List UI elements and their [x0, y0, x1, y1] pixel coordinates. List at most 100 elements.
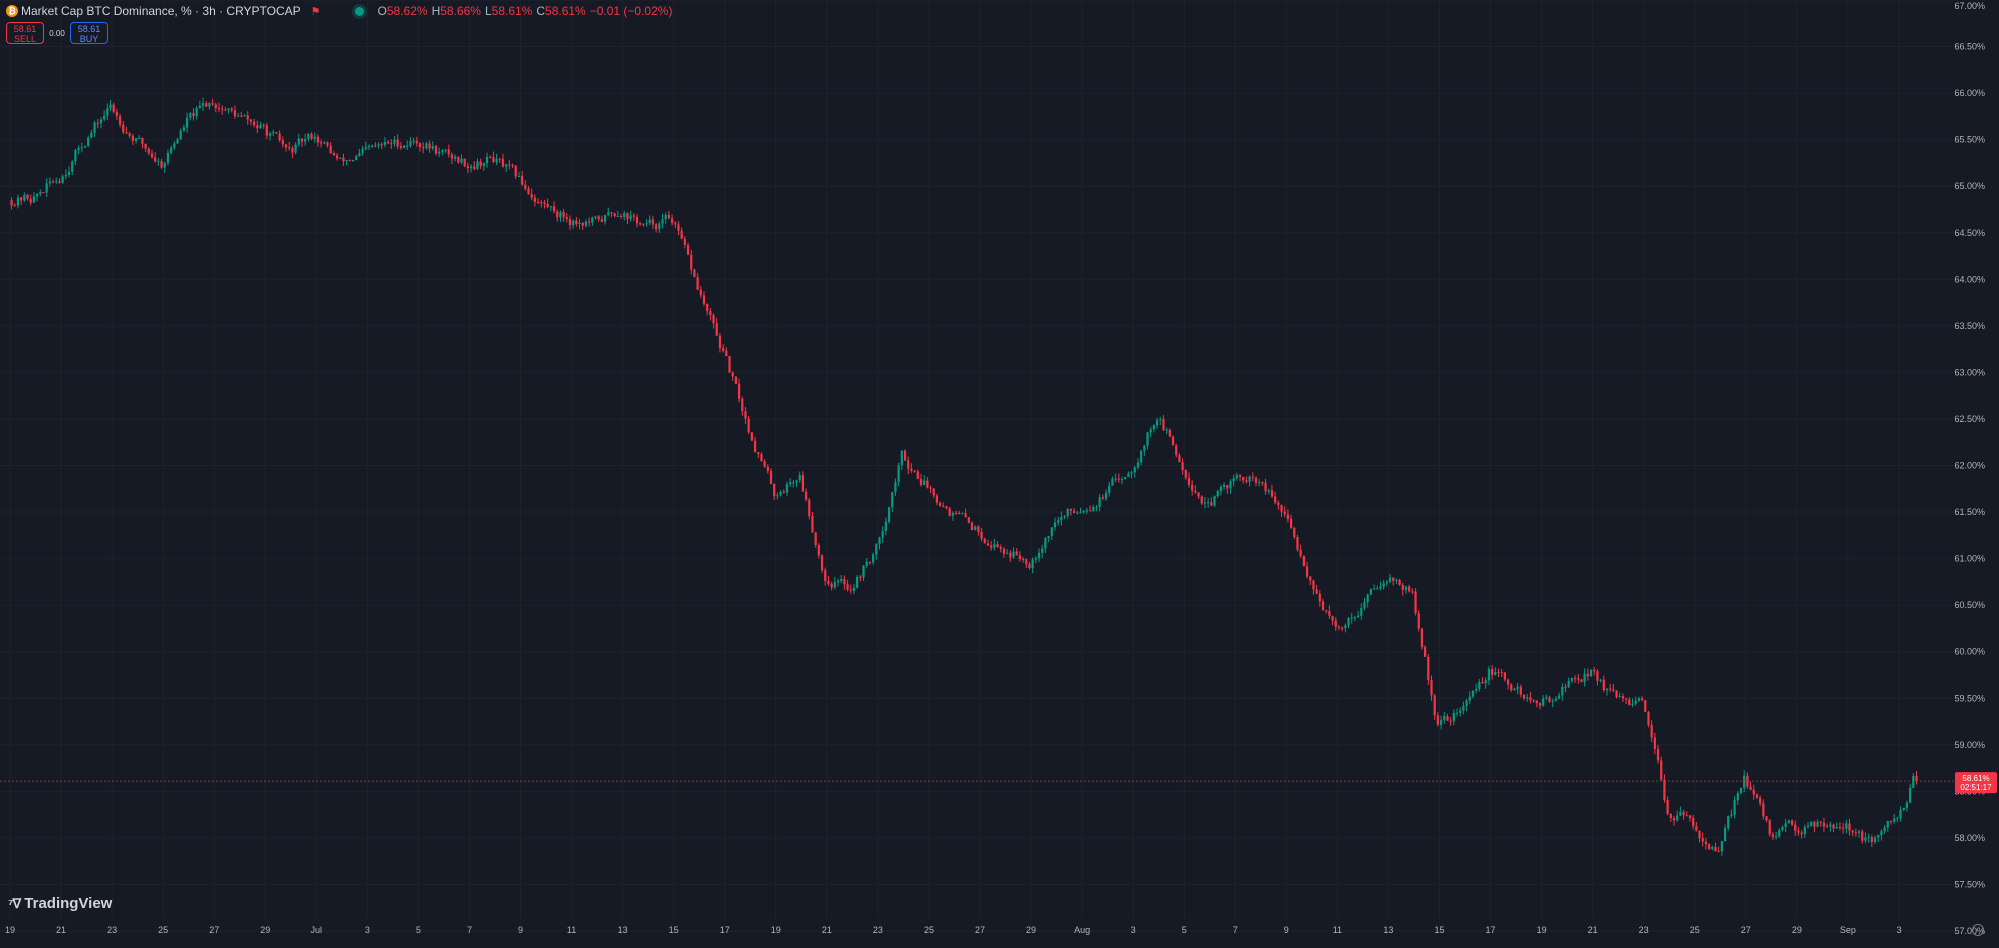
- candle-body[interactable]: [1028, 564, 1031, 568]
- candle-body[interactable]: [1746, 775, 1749, 787]
- candle-body[interactable]: [773, 483, 776, 497]
- candle-body[interactable]: [1519, 686, 1522, 695]
- candle-body[interactable]: [1382, 583, 1385, 587]
- candle-body[interactable]: [1516, 686, 1519, 689]
- candle-body[interactable]: [189, 113, 192, 118]
- candle-body[interactable]: [1810, 822, 1813, 826]
- candle-body[interactable]: [1344, 625, 1347, 629]
- candle-body[interactable]: [1462, 706, 1465, 711]
- candle-body[interactable]: [715, 323, 718, 336]
- candle-body[interactable]: [1376, 588, 1379, 590]
- candle-body[interactable]: [706, 303, 709, 312]
- candle-body[interactable]: [1797, 830, 1800, 833]
- candle-body[interactable]: [961, 513, 964, 515]
- candle-body[interactable]: [278, 133, 281, 141]
- candle-body[interactable]: [163, 162, 166, 168]
- candle-body[interactable]: [1634, 700, 1637, 704]
- candle-body[interactable]: [422, 146, 425, 149]
- candle-body[interactable]: [1580, 679, 1583, 682]
- candle-body[interactable]: [125, 132, 128, 134]
- candle-body[interactable]: [1270, 490, 1274, 497]
- candle-body[interactable]: [827, 581, 830, 584]
- candle-body[interactable]: [1356, 615, 1360, 618]
- candle-body[interactable]: [1104, 492, 1108, 499]
- candle-body[interactable]: [894, 482, 897, 493]
- candle-body[interactable]: [575, 220, 578, 225]
- candle-body[interactable]: [1701, 838, 1704, 842]
- candle-body[interactable]: [265, 125, 268, 136]
- candle-body[interactable]: [935, 495, 939, 503]
- candle-body[interactable]: [792, 482, 795, 484]
- candle-body[interactable]: [112, 104, 115, 112]
- candle-body[interactable]: [1261, 482, 1264, 484]
- candle-body[interactable]: [1628, 699, 1631, 705]
- candle-body[interactable]: [1733, 800, 1736, 815]
- candle-body[interactable]: [1596, 671, 1599, 681]
- candle-body[interactable]: [903, 450, 907, 461]
- candle-body[interactable]: [1267, 490, 1270, 492]
- candle-body[interactable]: [1736, 793, 1739, 801]
- candle-body[interactable]: [581, 222, 584, 226]
- candle-body[interactable]: [1586, 673, 1589, 677]
- candle-body[interactable]: [1347, 617, 1350, 626]
- candle-body[interactable]: [527, 188, 530, 195]
- candle-body[interactable]: [1124, 477, 1127, 480]
- candle-body[interactable]: [275, 132, 278, 134]
- candle-body[interactable]: [1813, 822, 1816, 827]
- candle-body[interactable]: [1644, 700, 1647, 712]
- candle-body[interactable]: [1774, 836, 1778, 838]
- candle-body[interactable]: [1615, 690, 1618, 698]
- candle-body[interactable]: [1612, 689, 1615, 691]
- candle-body[interactable]: [712, 315, 715, 324]
- candle-body[interactable]: [1372, 588, 1376, 590]
- candle-body[interactable]: [1395, 579, 1398, 581]
- candle-body[interactable]: [1912, 775, 1915, 788]
- candle-body[interactable]: [1749, 786, 1752, 790]
- candle-body[interactable]: [1682, 811, 1685, 816]
- candle-body[interactable]: [479, 161, 482, 167]
- candle-body[interactable]: [10, 200, 13, 206]
- candle-body[interactable]: [584, 221, 588, 226]
- candle-body[interactable]: [1538, 703, 1542, 706]
- candle-body[interactable]: [993, 544, 996, 548]
- candle-body[interactable]: [441, 150, 444, 152]
- candle-body[interactable]: [425, 143, 428, 149]
- candle-body[interactable]: [530, 194, 533, 198]
- candle-body[interactable]: [249, 119, 253, 122]
- sell-button[interactable]: 58.61 SELL: [6, 22, 44, 44]
- candle-body[interactable]: [444, 149, 447, 151]
- candle-body[interactable]: [1076, 512, 1079, 514]
- candle-body[interactable]: [1006, 552, 1009, 554]
- candle-body[interactable]: [345, 159, 348, 162]
- candle-body[interactable]: [1873, 837, 1877, 843]
- candle-body[interactable]: [214, 104, 217, 109]
- candle-body[interactable]: [1133, 467, 1136, 473]
- candle-body[interactable]: [1213, 496, 1216, 506]
- candle-body[interactable]: [1305, 566, 1309, 577]
- candle-body[interactable]: [1430, 679, 1433, 696]
- candle-body[interactable]: [1073, 510, 1076, 513]
- candle-body[interactable]: [1503, 672, 1507, 680]
- candle-body[interactable]: [307, 133, 310, 139]
- candle-body[interactable]: [383, 141, 387, 145]
- candle-body[interactable]: [208, 103, 211, 107]
- candle-body[interactable]: [150, 153, 154, 158]
- candle-body[interactable]: [1031, 559, 1034, 568]
- candle-body[interactable]: [568, 219, 572, 226]
- candle-body[interactable]: [1388, 577, 1392, 582]
- candle-body[interactable]: [1618, 696, 1621, 698]
- candle-body[interactable]: [1637, 698, 1641, 701]
- candle-body[interactable]: [466, 166, 469, 169]
- candle-body[interactable]: [932, 488, 935, 496]
- candle-body[interactable]: [642, 223, 645, 225]
- candle-body[interactable]: [980, 531, 983, 539]
- candle-body[interactable]: [1018, 555, 1022, 559]
- candle-body[interactable]: [1149, 429, 1152, 433]
- candle-body[interactable]: [559, 212, 562, 218]
- candle-body[interactable]: [434, 146, 438, 154]
- candle-body[interactable]: [1242, 476, 1245, 481]
- candle-body[interactable]: [702, 295, 706, 304]
- candle-body[interactable]: [600, 219, 604, 222]
- candle-body[interactable]: [1841, 827, 1845, 829]
- candle-body[interactable]: [495, 158, 498, 163]
